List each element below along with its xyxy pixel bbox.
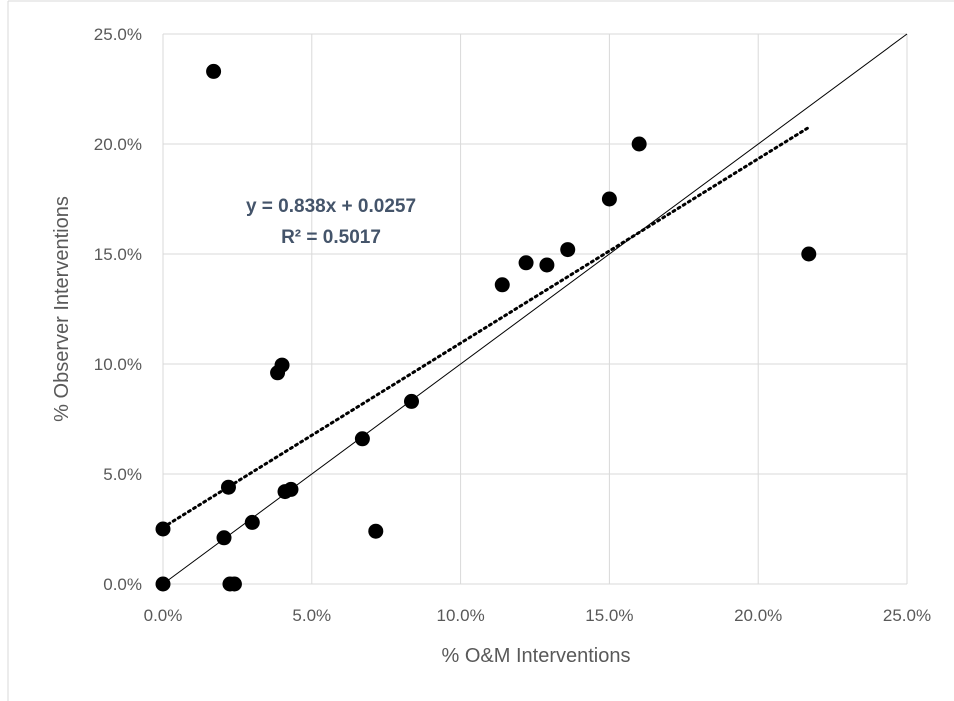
tick-labels: 0.0% 5.0% 10.0% 15.0% 20.0% 25.0% 0.0% 5.0% 10.0…: [94, 25, 931, 625]
data-point: [354, 431, 370, 447]
y-axis-title: % Observer Interventions: [51, 196, 73, 422]
x-tick-label: 0.0%: [144, 606, 183, 625]
data-point: [403, 393, 419, 409]
data-point: [539, 257, 555, 273]
data-point: [601, 191, 617, 207]
data-point: [560, 242, 576, 258]
x-tick-label: 10.0%: [436, 606, 484, 625]
data-point: [220, 479, 236, 495]
identity-line: [162, 33, 908, 585]
data-point: [368, 523, 384, 539]
data-point: [206, 63, 222, 79]
data-point: [631, 136, 647, 152]
data-point: [216, 530, 232, 546]
data-point: [155, 576, 171, 592]
data-point: [518, 255, 534, 271]
data-point: [155, 521, 171, 537]
data-point: [274, 357, 290, 373]
y-tick-label: 25.0%: [94, 25, 142, 44]
x-axis-title: % O&M Interventions: [442, 645, 631, 667]
data-point: [283, 481, 299, 497]
x-tick-label: 15.0%: [585, 606, 633, 625]
data-point: [244, 514, 260, 530]
y-tick-label: 10.0%: [94, 355, 142, 374]
data-point: [494, 277, 510, 293]
trendline-r-squared: R² = 0.5017: [281, 227, 381, 248]
x-tick-label: 25.0%: [883, 606, 931, 625]
data-point: [801, 246, 817, 262]
linear-trendline: [161, 125, 811, 529]
y-tick-label: 15.0%: [94, 245, 142, 264]
y-tick-label: 0.0%: [103, 575, 142, 594]
x-tick-label: 20.0%: [734, 606, 782, 625]
x-tick-label: 5.0%: [292, 606, 331, 625]
data-point: [226, 576, 242, 592]
reference-lines: [161, 33, 908, 585]
y-tick-label: 5.0%: [103, 465, 142, 484]
trendline-equation: y = 0.838x + 0.0257: [246, 196, 416, 217]
y-tick-label: 20.0%: [94, 135, 142, 154]
data-points: [155, 63, 817, 592]
